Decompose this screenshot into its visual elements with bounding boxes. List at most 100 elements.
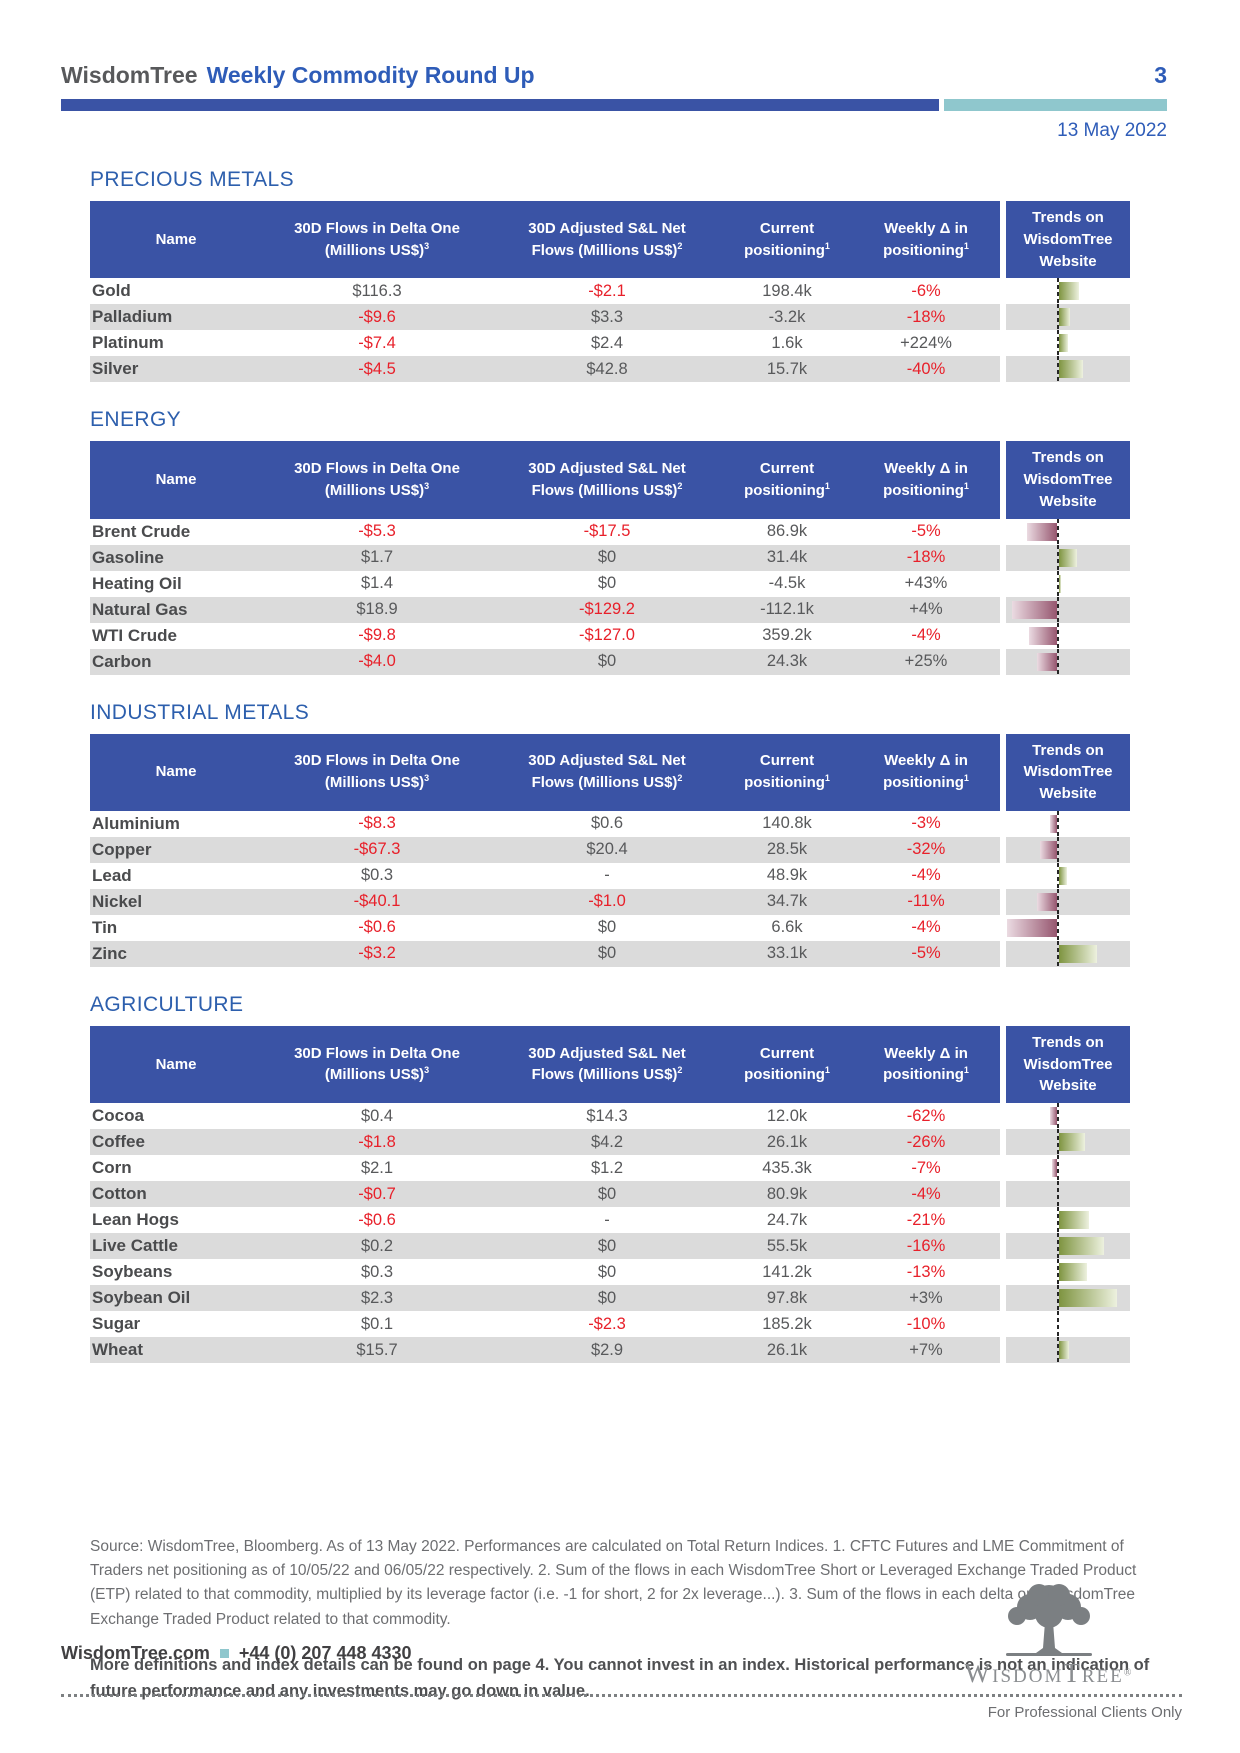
table-row: Carbon -$4.0 $0 24.3k +25% <box>90 648 1130 675</box>
header-rule-teal <box>944 99 1167 111</box>
current-positioning-value: -4.5k <box>768 574 806 592</box>
column-header: Weekly Δ in positioning1 <box>852 1025 1000 1103</box>
adjusted-net-flows-value: - <box>604 1210 610 1229</box>
table-row: Aluminium -$8.3 $0.6 140.8k -3% <box>90 810 1130 837</box>
table-row: Lean Hogs -$0.6 - 24.7k -21% <box>90 1207 1130 1233</box>
commodity-name: Brent Crude <box>92 521 191 541</box>
phone-number: +44 (0) 207 448 4330 <box>238 1643 412 1663</box>
dotted-divider <box>61 1694 1182 1697</box>
trend-bar-positive <box>1059 1341 1069 1359</box>
delta-one-flows-value: -$1.8 <box>358 1132 396 1151</box>
table-row: Nickel -$40.1 -$1.0 34.7k -11% <box>90 888 1130 915</box>
trend-bar-positive <box>1059 1237 1104 1255</box>
commodity-name: Carbon <box>92 651 152 671</box>
adjusted-net-flows-value: $20.4 <box>586 840 628 859</box>
current-positioning-value: 435.3k <box>762 1158 812 1177</box>
adjusted-net-flows-value: $42.8 <box>586 359 628 378</box>
contact-row: WisdomTree.com +44 (0) 207 448 4330 <box>61 1643 412 1664</box>
trend-zero-axis <box>1057 1181 1059 1207</box>
adjusted-net-flows-value: $14.3 <box>586 1106 628 1125</box>
trend-sparkline <box>1000 278 1130 305</box>
delta-one-flows-value: $1.7 <box>360 548 394 566</box>
trend-sparkline <box>1000 596 1130 623</box>
table-row: Wheat $15.7 $2.9 26.1k +7% <box>90 1337 1130 1363</box>
trend-zero-axis <box>1057 1311 1059 1337</box>
trend-zero-axis <box>1057 810 1059 837</box>
sections-container: PRECIOUS METALS Name 30D Flows in Delta On… <box>90 168 1130 1363</box>
commodity-name: Coffee <box>92 1132 145 1151</box>
weekly-delta-value: -13% <box>906 1262 946 1281</box>
trend-sparkline <box>1000 304 1130 331</box>
delta-one-flows-value: $2.3 <box>360 1288 394 1307</box>
commodity-name: Wheat <box>92 1340 143 1359</box>
weekly-delta-value: -4% <box>911 866 941 885</box>
adjusted-net-flows-value: $0 <box>597 1262 617 1281</box>
adjusted-net-flows-value: -$17.5 <box>583 522 631 540</box>
trend-sparkline <box>1000 330 1130 357</box>
adjusted-net-flows-value: - <box>604 866 610 885</box>
trend-bar-negative <box>1050 814 1057 833</box>
adjusted-net-flows-value: $0.6 <box>590 814 624 833</box>
current-positioning-value: 140.8k <box>762 814 812 833</box>
trend-bar-negative <box>1029 626 1057 645</box>
column-header: 30D Adjusted S&L Net Flows (Millions US$… <box>492 441 722 519</box>
delta-one-flows-value: -$4.0 <box>358 652 396 670</box>
table-row: Brent Crude -$5.3 -$17.5 86.9k -5% <box>90 518 1130 545</box>
weekly-delta-value: -26% <box>906 1132 946 1151</box>
website-link[interactable]: WisdomTree.com <box>61 1643 210 1663</box>
professional-clients-note: For Professional Clients Only <box>987 1704 1182 1721</box>
trend-sparkline <box>1000 622 1130 649</box>
current-positioning-value: -3.2k <box>768 307 806 326</box>
section-title: AGRICULTURE <box>90 992 244 1016</box>
current-positioning-value: 33.1k <box>766 944 808 963</box>
current-positioning-value: 198.4k <box>762 281 812 300</box>
delta-one-flows-value: -$9.8 <box>358 626 396 644</box>
delta-one-flows-value: $0.3 <box>360 1262 394 1281</box>
trend-sparkline <box>1000 518 1130 545</box>
trend-zero-axis <box>1057 1259 1059 1285</box>
weekly-delta-value: -6% <box>911 281 941 300</box>
column-header: 30D Flows in Delta One (Millions US$)3 <box>262 733 492 811</box>
delta-one-flows-value: $0.3 <box>360 866 394 885</box>
adjusted-net-flows-value: $0 <box>597 1288 617 1307</box>
trend-bar-positive <box>1059 574 1061 593</box>
weekly-delta-value: -3% <box>911 814 941 833</box>
table-header-row: Name 30D Flows in Delta One (Millions US$… <box>90 441 1130 519</box>
adjusted-net-flows-value: $0 <box>597 1236 617 1255</box>
trend-bar-positive <box>1059 334 1068 353</box>
trend-bar-negative <box>1052 1159 1057 1177</box>
adjusted-net-flows-value: -$1.0 <box>588 892 626 911</box>
trend-sparkline <box>1000 1155 1130 1181</box>
commodity-name: Zinc <box>92 943 127 963</box>
column-header: Current positioning1 <box>722 201 852 279</box>
table-row: Cotton -$0.7 $0 80.9k -4% <box>90 1181 1130 1207</box>
column-header: Weekly Δ in positioning1 <box>852 733 1000 811</box>
current-positioning-value: 34.7k <box>766 892 808 911</box>
trend-bar-positive <box>1059 1263 1087 1281</box>
commodity-name: Corn <box>92 1158 132 1177</box>
trend-sparkline <box>1000 862 1130 889</box>
commodity-name: Cotton <box>92 1184 147 1203</box>
bullet-separator-icon <box>219 1649 229 1658</box>
current-positioning-value: 26.1k <box>766 1340 808 1359</box>
table-row: Sugar $0.1 -$2.3 185.2k -10% <box>90 1311 1130 1337</box>
table-row: Coffee -$1.8 $4.2 26.1k -26% <box>90 1129 1130 1155</box>
trend-zero-axis <box>1057 1285 1059 1311</box>
logo-wordmark: WisdomTree® <box>924 1658 1174 1689</box>
column-header: Current positioning1 <box>722 733 852 811</box>
current-positioning-value: 6.6k <box>771 918 803 937</box>
trend-zero-axis <box>1057 836 1059 863</box>
adjusted-net-flows-value: -$2.1 <box>588 281 626 300</box>
column-header: 30D Adjusted S&L Net Flows (Millions US$… <box>492 201 722 279</box>
commodity-name: Natural Gas <box>92 599 188 619</box>
adjusted-net-flows-value: $0 <box>597 574 617 592</box>
trend-bar-positive <box>1059 1211 1089 1229</box>
logo-text: T <box>1063 1658 1082 1688</box>
table-row: Silver -$4.5 $42.8 15.7k -40% <box>90 356 1130 383</box>
adjusted-net-flows-value: $2.4 <box>590 333 624 352</box>
trend-bar-positive <box>1059 282 1079 301</box>
page-title: Weekly Commodity Round Up <box>206 62 535 88</box>
delta-one-flows-value: -$0.7 <box>358 1184 396 1203</box>
adjusted-net-flows-value: $2.9 <box>590 1340 624 1359</box>
table-row: Live Cattle $0.2 $0 55.5k -16% <box>90 1233 1130 1259</box>
